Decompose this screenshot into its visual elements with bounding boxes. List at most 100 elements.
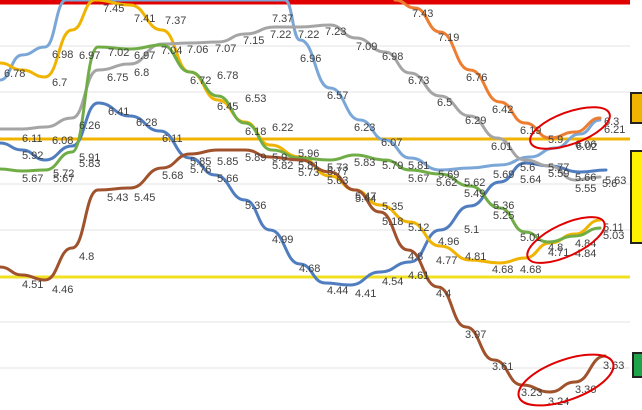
data-label: 4.84 (575, 238, 596, 250)
data-label: 6.23 (354, 122, 375, 134)
data-label: 7.19 (438, 32, 459, 44)
data-label: 5.68 (162, 170, 183, 182)
data-label: 5.83 (79, 158, 100, 170)
data-label: 4.8 (79, 251, 94, 263)
data-label: 5.43 (107, 192, 128, 204)
data-label: 5.81 (408, 160, 429, 172)
data-label: 6.98 (52, 49, 73, 61)
data-label: 6.21 (604, 124, 625, 136)
data-label: 5.69 (493, 169, 514, 181)
data-label: 5.64 (520, 174, 541, 186)
data-label: 6.72 (190, 75, 211, 87)
data-label: 5.1 (464, 224, 479, 236)
data-label: 6.11 (22, 133, 43, 145)
data-label: 5.6 (602, 178, 617, 190)
data-label: 5.73 (298, 167, 319, 179)
data-label: 4.44 (327, 285, 348, 297)
data-label: 5.69 (438, 169, 459, 181)
data-label: 6.11 (162, 133, 183, 145)
data-label: 6.96 (300, 53, 321, 65)
data-label: 5.9 (272, 152, 287, 164)
series-line (0, 0, 602, 172)
gridlines (0, 45, 630, 369)
data-label: 5.89 (245, 152, 266, 164)
data-label: 5.9 (548, 134, 563, 146)
data-label: 4.68 (520, 264, 541, 276)
data-label: 7.04 (161, 45, 182, 57)
data-label: 6.01 (491, 141, 512, 153)
data-label: 6.28 (136, 117, 157, 129)
data-label: 6.76 (466, 72, 487, 84)
data-label: 5.67 (408, 173, 429, 185)
data-label: 7.41 (134, 13, 155, 25)
data-label: 4.8 (548, 242, 563, 254)
data-label: 5.12 (408, 222, 429, 234)
data-label: 3.23 (521, 387, 542, 399)
data-label: 6.53 (245, 93, 266, 105)
data-label: 6.42 (492, 104, 513, 116)
data-label: 7.37 (165, 15, 186, 27)
data-label: 5.63 (327, 175, 348, 187)
data-label: 7.15 (243, 35, 264, 47)
data-label: 7.09 (356, 41, 377, 53)
data-label: 6.45 (217, 101, 238, 113)
data-label: 6.57 (327, 90, 348, 102)
data-label: 5.45 (134, 192, 155, 204)
data-label: 6.26 (79, 120, 100, 132)
data-label: 6.02 (576, 141, 597, 153)
data-label: 5.67 (22, 173, 43, 185)
data-label: 6.19 (520, 125, 541, 137)
data-label: 7.45 (103, 3, 124, 15)
data-label: 4.8 (408, 251, 423, 263)
data-label: 5.81 (298, 160, 319, 172)
data-label: 4.51 (22, 279, 43, 291)
data-label: 6.8 (134, 67, 149, 79)
data-label: 3.36 (575, 384, 596, 396)
data-label: 4.68 (299, 263, 320, 275)
data-label: 4.81 (465, 251, 486, 263)
data-label: 5.96 (298, 148, 319, 160)
data-label: 7.43 (412, 8, 433, 20)
data-label: 6.41 (108, 106, 129, 118)
legend-swatch-green (632, 352, 642, 378)
data-label: 4.77 (436, 255, 457, 267)
highlight-ellipse (526, 216, 606, 264)
data-label: 7.07 (215, 43, 236, 55)
data-label: 5.62 (436, 177, 457, 189)
data-label: 3.97 (465, 329, 486, 341)
data-label: 7.22 (270, 29, 291, 41)
data-label: 5.85 (217, 156, 238, 168)
data-label: 5.36 (493, 200, 514, 212)
data-label: 7.06 (187, 44, 208, 56)
highlight-ellipse (529, 106, 611, 150)
data-label: 5.76 (190, 164, 211, 176)
data-label: 5.73 (327, 162, 348, 174)
data-label: 5.66 (575, 172, 596, 184)
data-label: 5.72 (53, 168, 74, 180)
data-label: 6.3 (604, 116, 619, 128)
data-label: 5.63 (605, 175, 626, 187)
data-label: 6.98 (382, 51, 403, 63)
data-label: 4.41 (355, 288, 376, 300)
data-label: 6.73 (408, 75, 429, 87)
series-line (0, 101, 608, 287)
data-label: 5.03 (603, 230, 624, 242)
data-label: 5.82 (272, 160, 293, 172)
data-label: 4.54 (382, 276, 403, 288)
data-label: 6.97 (79, 50, 100, 62)
legend-swatch-orange (630, 92, 642, 124)
data-label: 5.67 (53, 173, 74, 185)
data-label: 6.75 (107, 72, 128, 84)
series-line (0, 148, 607, 394)
data-label: 6.29 (465, 115, 486, 127)
data-label: 4.61 (408, 270, 429, 282)
data-label: 4.84 (575, 248, 596, 260)
highlight-ellipses (517, 106, 615, 407)
data-labels: 7.45 7.41 7.37 7.43 7.37 7.22 7.22 7.23 7.19 6.98… (4, 3, 626, 408)
data-label: 4.71 (548, 247, 569, 259)
data-label: 5.11 (603, 222, 624, 234)
data-label: 5.49 (464, 188, 485, 200)
data-label: 5.44 (355, 193, 376, 205)
data-label: 6.18 (245, 126, 266, 138)
